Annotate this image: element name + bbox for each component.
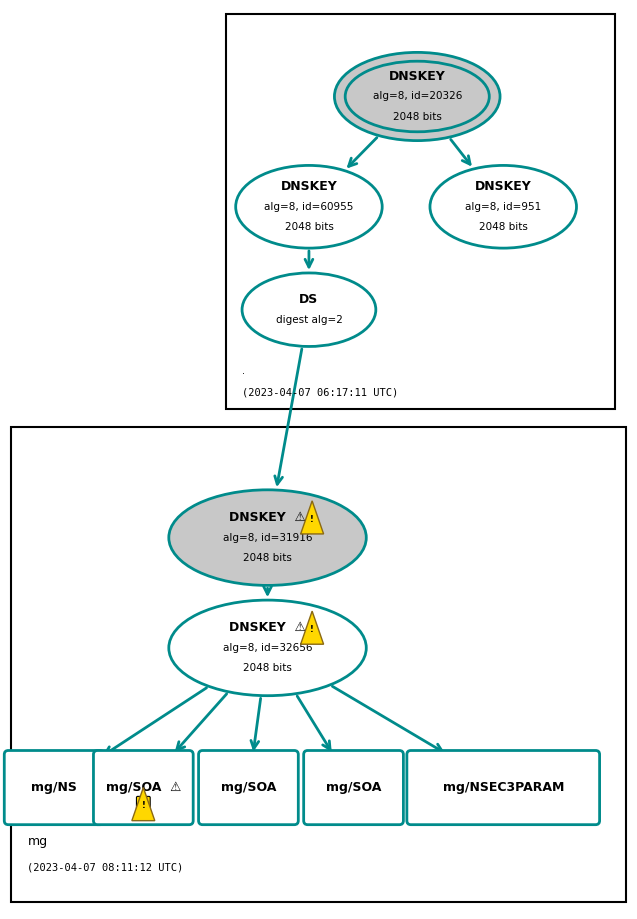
Text: 2048 bits: 2048 bits <box>393 112 441 121</box>
Text: 2048 bits: 2048 bits <box>285 222 333 232</box>
Text: 2048 bits: 2048 bits <box>243 664 292 673</box>
Text: !: ! <box>141 801 145 811</box>
FancyBboxPatch shape <box>11 427 626 902</box>
Text: alg=8, id=31916: alg=8, id=31916 <box>223 533 312 542</box>
FancyBboxPatch shape <box>199 751 298 824</box>
Ellipse shape <box>169 490 366 585</box>
Polygon shape <box>301 501 324 534</box>
Text: DS: DS <box>299 293 318 306</box>
Text: DNSKEY: DNSKEY <box>280 180 338 193</box>
Text: DNSKEY  ⚠: DNSKEY ⚠ <box>229 621 306 634</box>
Ellipse shape <box>236 165 382 248</box>
Text: DNSKEY: DNSKEY <box>475 180 532 193</box>
FancyBboxPatch shape <box>4 751 104 824</box>
Text: digest alg=2: digest alg=2 <box>276 315 342 324</box>
FancyBboxPatch shape <box>304 751 403 824</box>
FancyBboxPatch shape <box>407 751 599 824</box>
Text: alg=8, id=60955: alg=8, id=60955 <box>264 202 354 211</box>
Text: !: ! <box>310 625 314 634</box>
FancyBboxPatch shape <box>226 14 615 409</box>
Text: mg/SOA: mg/SOA <box>326 781 381 794</box>
Text: (2023-04-07 06:17:11 UTC): (2023-04-07 06:17:11 UTC) <box>242 387 398 397</box>
Text: DNSKEY: DNSKEY <box>389 70 446 83</box>
Text: 2048 bits: 2048 bits <box>243 553 292 562</box>
Text: alg=8, id=20326: alg=8, id=20326 <box>373 92 462 101</box>
Polygon shape <box>132 788 155 821</box>
Text: mg/NSEC3PARAM: mg/NSEC3PARAM <box>443 781 564 794</box>
FancyBboxPatch shape <box>94 751 193 824</box>
Text: ⚠: ⚠ <box>138 798 149 811</box>
Ellipse shape <box>169 600 366 696</box>
Text: mg/SOA: mg/SOA <box>221 781 276 794</box>
Text: DNSKEY  ⚠: DNSKEY ⚠ <box>229 511 306 524</box>
Ellipse shape <box>242 273 376 346</box>
Text: 2048 bits: 2048 bits <box>479 222 527 232</box>
Text: mg/SOA  ⚠: mg/SOA ⚠ <box>106 781 181 794</box>
Text: (2023-04-07 08:11:12 UTC): (2023-04-07 08:11:12 UTC) <box>27 862 183 872</box>
Text: mg: mg <box>27 835 48 848</box>
Text: !: ! <box>310 515 314 524</box>
Polygon shape <box>301 611 324 644</box>
Text: alg=8, id=951: alg=8, id=951 <box>465 202 541 211</box>
Text: mg/NS: mg/NS <box>31 781 77 794</box>
Text: .: . <box>242 366 245 376</box>
Ellipse shape <box>334 52 500 141</box>
Text: alg=8, id=32656: alg=8, id=32656 <box>223 643 312 652</box>
Ellipse shape <box>430 165 576 248</box>
